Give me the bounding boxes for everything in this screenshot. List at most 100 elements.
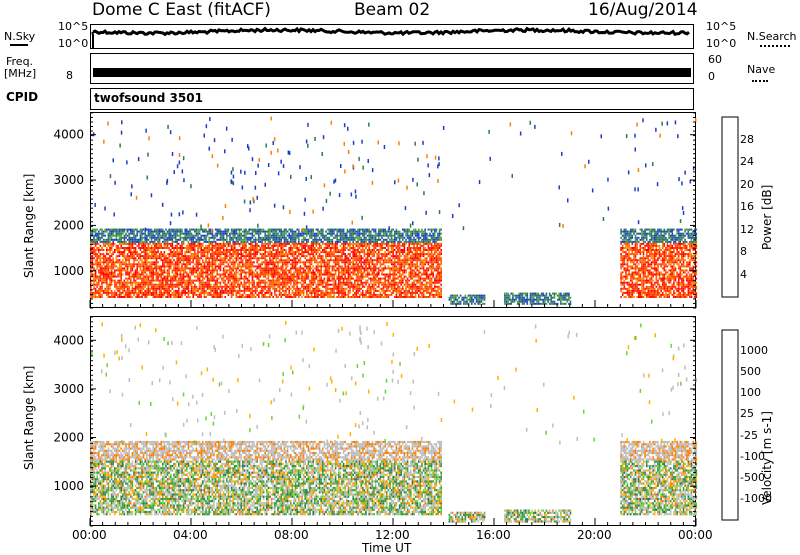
heatmap-cell	[317, 239, 319, 241]
heatmap-cell	[237, 259, 239, 261]
heatmap-cell	[316, 237, 318, 239]
heatmap-cell	[256, 284, 258, 286]
heatmap-cell	[236, 292, 238, 294]
heatmap-cell	[117, 241, 119, 243]
heatmap-cell	[292, 239, 294, 241]
heatmap-cell	[141, 233, 143, 235]
heatmap-cell	[359, 257, 361, 259]
heatmap-cell	[384, 247, 386, 249]
heatmap-cell	[370, 233, 372, 235]
heatmap-cell	[170, 237, 172, 239]
heatmap-cell	[95, 274, 97, 276]
heatmap-cell	[172, 241, 174, 243]
heatmap-cell	[96, 265, 98, 267]
heatmap-cell	[160, 267, 162, 269]
heatmap-cell	[189, 235, 191, 237]
heatmap-cell	[140, 231, 142, 233]
heatmap-cell	[311, 263, 313, 265]
heatmap-cell	[274, 241, 276, 243]
heatmap-cell	[183, 241, 185, 243]
heatmap-cell	[253, 265, 255, 267]
heatmap-cell	[362, 257, 364, 259]
heatmap-cell	[232, 229, 234, 231]
heatmap-cell	[165, 245, 167, 247]
heatmap-cell	[149, 231, 151, 233]
heatmap-cell	[378, 272, 380, 274]
heatmap-cell	[293, 292, 295, 294]
heatmap-cell	[151, 274, 153, 276]
heatmap-cell	[314, 288, 316, 290]
heatmap-cell	[247, 231, 249, 233]
heatmap-cell	[373, 288, 375, 290]
heatmap-cell	[132, 265, 134, 267]
heatmap-cell	[106, 259, 108, 261]
heatmap-cell	[284, 241, 286, 243]
heatmap-cell	[231, 288, 233, 290]
heatmap-cell	[258, 286, 260, 288]
heatmap-cell	[303, 284, 305, 286]
heatmap-cell	[127, 265, 129, 267]
heatmap-cell	[151, 255, 153, 257]
heatmap-cell	[207, 257, 209, 259]
heatmap-cell	[154, 231, 156, 233]
heatmap-cell	[256, 231, 258, 233]
heatmap-cell	[362, 292, 364, 294]
heatmap-cell	[200, 280, 202, 282]
heatmap-cell	[196, 231, 198, 233]
heatmap-cell	[183, 257, 185, 259]
heatmap-cell	[215, 233, 217, 235]
heatmap-cell	[116, 255, 118, 257]
heatmap-cell	[248, 280, 250, 282]
heatmap-cell	[370, 243, 372, 245]
heatmap-cell	[364, 296, 366, 298]
heatmap-cell	[204, 249, 206, 251]
heatmap-cell	[146, 247, 148, 249]
heatmap-cell	[127, 280, 129, 282]
heatmap-cell	[146, 269, 148, 271]
heatmap-cell	[192, 290, 194, 292]
heatmap-cell	[140, 239, 142, 241]
heatmap-cell	[295, 239, 297, 241]
heatmap-cell	[186, 237, 188, 239]
heatmap-cell	[205, 239, 207, 241]
heatmap-cell	[197, 255, 199, 257]
heatmap-cell	[258, 263, 260, 265]
heatmap-cell	[359, 231, 361, 233]
heatmap-cell	[159, 233, 161, 235]
heatmap-cell	[301, 255, 303, 257]
heatmap-cell	[90, 282, 92, 284]
heatmap-cell	[239, 265, 241, 267]
heatmap-cell	[349, 259, 351, 261]
heatmap-cell	[244, 265, 246, 267]
heatmap-cell	[104, 276, 106, 278]
heatmap-cell	[348, 272, 350, 274]
heatmap-cell	[103, 278, 105, 280]
heatmap-cell	[365, 280, 367, 282]
heatmap-cell	[112, 243, 114, 245]
heatmap-cell	[96, 259, 98, 261]
heatmap-cell	[159, 245, 161, 247]
heatmap-cell	[103, 243, 105, 245]
heatmap-cell	[325, 263, 327, 265]
heatmap-cell	[125, 263, 127, 265]
heatmap-cell	[106, 261, 108, 263]
heatmap-cell	[236, 280, 238, 282]
heatmap-cell	[330, 259, 332, 261]
heatmap-cell	[308, 267, 310, 269]
heatmap-cell	[189, 237, 191, 239]
heatmap-cell	[144, 290, 146, 292]
heatmap-cell	[285, 282, 287, 284]
heatmap-cell	[146, 261, 148, 263]
heatmap-cell	[176, 233, 178, 235]
heatmap-cell	[364, 276, 366, 278]
heatmap-cell	[109, 245, 111, 247]
heatmap-cell	[295, 292, 297, 294]
heatmap-cell	[389, 278, 391, 280]
heatmap-cell	[269, 251, 271, 253]
heatmap-cell	[119, 261, 121, 263]
heatmap-cell	[349, 284, 351, 286]
heatmap-cell	[92, 233, 94, 235]
heatmap-cell	[202, 235, 204, 237]
heatmap-cell	[213, 290, 215, 292]
heatmap-cell	[109, 265, 111, 267]
